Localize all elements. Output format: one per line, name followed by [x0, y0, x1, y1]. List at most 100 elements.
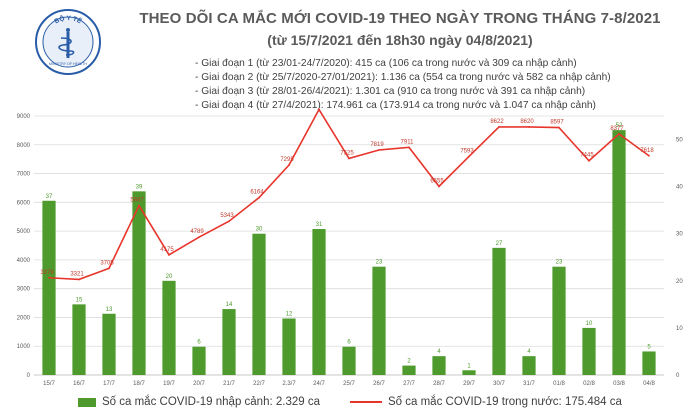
- x-tick-label: 22/7: [253, 381, 265, 387]
- line-point: [168, 253, 170, 256]
- bar: [372, 266, 386, 375]
- y-right-tick-label: 50: [676, 138, 683, 144]
- y-left-tick-label: 0: [27, 373, 31, 379]
- svg-text:MINISTRY OF HEALTH: MINISTRY OF HEALTH: [49, 62, 87, 66]
- bar: [312, 229, 326, 375]
- bar-data-label: 39: [136, 184, 143, 190]
- bar-data-label: 6: [347, 340, 351, 346]
- x-tick-label: 17/7: [103, 381, 115, 387]
- bar-data-label: 2: [407, 359, 411, 365]
- bar-data-label: 14: [226, 302, 233, 308]
- y-right-tick-label: 0: [676, 373, 680, 379]
- bar-data-label: 4: [527, 349, 531, 355]
- line-point: [78, 278, 80, 281]
- line-point: [468, 155, 470, 158]
- line-point: [198, 236, 200, 239]
- x-tick-label: 21/7: [223, 381, 235, 387]
- bar-data-label: 1: [467, 363, 471, 369]
- y-left-tick-label: 7000: [17, 172, 31, 178]
- bar: [42, 200, 56, 375]
- x-tick-label: 24/7: [313, 381, 325, 387]
- bar-data-label: 20: [166, 274, 173, 280]
- line-data-label: 7819: [370, 142, 384, 148]
- y-left-tick-label: 9000: [17, 114, 31, 120]
- line-point: [498, 125, 500, 128]
- bar: [582, 327, 596, 375]
- x-tick-label: 03/8: [613, 381, 625, 387]
- bar: [102, 313, 116, 375]
- bar: [132, 191, 146, 375]
- x-tick-label: 01/8: [553, 381, 565, 387]
- chart-subtitle: (từ 15/7/2021 đến 18h30 ngày 04/8/2021): [267, 32, 533, 48]
- bar-data-label: 6: [197, 340, 201, 346]
- bar: [612, 130, 626, 375]
- bar: [462, 370, 476, 375]
- period-3-text: - Giai đoạn 3 (từ 28/01-26/4/2021): 1.30…: [195, 86, 586, 97]
- bar-data-label: 5: [647, 344, 651, 350]
- y-right-tick-label: 40: [676, 185, 683, 191]
- x-tick-label: 18/7: [133, 381, 145, 387]
- line-point: [528, 126, 530, 128]
- y-left-tick-label: 2000: [17, 315, 31, 321]
- line-data-label: 3379: [40, 270, 54, 276]
- line-data-label: 7593: [460, 148, 474, 154]
- y-left-tick-label: 5000: [17, 229, 31, 235]
- x-tick-label: 20/7: [193, 381, 205, 387]
- line-data-label: 6555: [430, 178, 444, 184]
- line-point: [408, 146, 410, 149]
- bar-data-label: 10: [586, 321, 593, 327]
- line-data-label: 7618: [640, 148, 654, 154]
- legend-item-imported: Số ca mắc COVID-19 nhập cảnh: 2.329 ca: [78, 396, 320, 408]
- bar: [282, 318, 296, 375]
- x-tick-label: 26/7: [373, 381, 385, 387]
- x-tick-label: 16/7: [73, 381, 85, 387]
- line-point: [288, 164, 290, 166]
- x-tick-label: 29/7: [463, 381, 475, 387]
- bar: [432, 356, 446, 375]
- bar: [552, 266, 566, 375]
- line-data-label: 4175: [160, 247, 174, 253]
- bar: [522, 356, 536, 375]
- line-data-label: 6164: [250, 190, 264, 196]
- line-point: [648, 154, 650, 157]
- y-right-tick-label: 20: [676, 279, 683, 285]
- bar: [402, 365, 416, 375]
- bar-data-label: 23: [556, 260, 563, 266]
- y-left-tick-label: 6000: [17, 200, 31, 206]
- line-point: [348, 157, 350, 160]
- line-point: [558, 126, 560, 129]
- line-data-label: 4789: [190, 229, 204, 235]
- line-data-label: 5887: [130, 198, 144, 204]
- bar: [162, 280, 176, 375]
- y-left-tick-label: 3000: [17, 287, 31, 293]
- bar-data-label: 27: [496, 241, 503, 247]
- line-data-label: 7295: [280, 157, 294, 163]
- period-1-text: - Giai đoạn 1 (từ 23/01-24/7/2020): 415 …: [195, 58, 577, 69]
- chart-title: THEO DÕI CA MẮC MỚI COVID-19 THEO NGÀY T…: [139, 10, 661, 27]
- line-data-label: 3705: [100, 260, 114, 266]
- line-point: [588, 159, 590, 162]
- x-tick-label: 27/7: [403, 381, 415, 387]
- line-point: [258, 196, 260, 199]
- bar-data-label: 31: [316, 222, 323, 228]
- bar: [72, 304, 86, 375]
- bar-data-label: 23: [376, 260, 383, 266]
- x-tick-label: 25/7: [343, 381, 355, 387]
- y-left-tick-label: 8000: [17, 143, 31, 149]
- y-right-tick-label: 10: [676, 326, 683, 332]
- line-point: [48, 276, 50, 279]
- legend-swatch-line: [350, 401, 382, 403]
- x-tick-label: 31/7: [523, 381, 535, 387]
- line-point: [378, 149, 380, 151]
- x-tick-label: 04/8: [643, 381, 655, 387]
- x-tick-label: 15/7: [43, 381, 55, 387]
- bar: [192, 346, 206, 375]
- covid-cases-chart: 0100020003000400050006000700080009000010…: [17, 108, 683, 387]
- line-data-label: 8620: [520, 119, 534, 125]
- bar-data-label: 4: [437, 349, 441, 355]
- line-point: [108, 267, 110, 270]
- x-tick-label: 28/7: [433, 381, 445, 387]
- line-data-label: 5343: [220, 213, 234, 219]
- bar: [342, 346, 356, 375]
- line-point: [618, 133, 620, 135]
